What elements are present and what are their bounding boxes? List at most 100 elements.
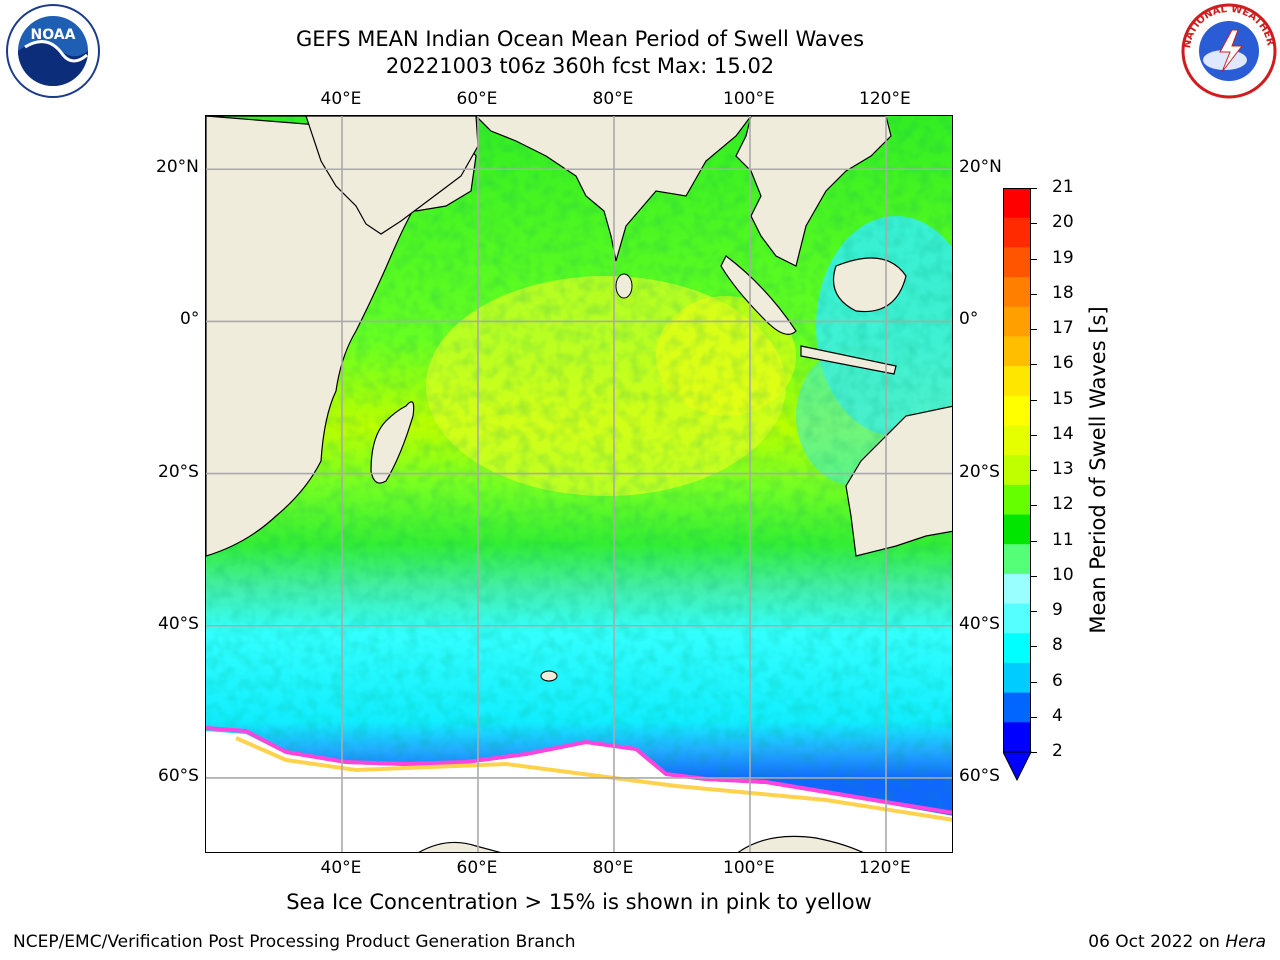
- noaa-logo-text: NOAA: [31, 27, 76, 43]
- sea-ice-pink-band: [206, 726, 952, 815]
- lat-tick-label-right: 40°S: [959, 613, 1000, 634]
- lon-tick-label-top: 100°E: [723, 89, 775, 109]
- colorbar-swatch: [1003, 455, 1031, 486]
- colorbar-tick-label: 15: [1052, 388, 1074, 409]
- map-panel: [205, 115, 953, 853]
- colorbar-tick-mark: [1031, 470, 1037, 471]
- sea-ice-caption: Sea Ice Concentration > 15% is shown in …: [286, 890, 872, 914]
- colorbar-swatch: [1003, 336, 1031, 367]
- colorbar-swatch: [1003, 366, 1031, 397]
- colorbar-tick-label: 12: [1052, 494, 1074, 515]
- colorbar-swatch: [1003, 247, 1031, 278]
- lat-tick-label-right: 0°: [959, 309, 979, 330]
- colorbar-swatch: [1003, 395, 1031, 426]
- colorbar-tick-label: 11: [1052, 529, 1074, 550]
- colorbar-tick-label: 8: [1052, 635, 1063, 656]
- lat-tick-label-right: 60°S: [959, 765, 1000, 786]
- colorbar-swatch: [1003, 306, 1031, 337]
- colorbar-tick-label: 4: [1052, 705, 1063, 726]
- lon-tick-label-bottom: 120°E: [859, 858, 911, 878]
- colorbar-swatch: [1003, 633, 1031, 664]
- lat-tick-label-left: 40°S: [158, 613, 199, 634]
- lon-tick-label-top: 60°E: [456, 89, 498, 109]
- antarctica-land: [418, 835, 864, 852]
- lat-tick-label-right: 20°N: [959, 157, 1002, 178]
- colorbar-extend-arrow: [1002, 751, 1032, 782]
- colorbar-swatch: [1003, 425, 1031, 456]
- noaa-logo: NOAA: [3, 3, 103, 103]
- colorbar-tick-label: 9: [1052, 600, 1063, 620]
- australia-land: [845, 405, 952, 557]
- colorbar-tick-label: 2: [1052, 741, 1063, 761]
- footer-host: Hera: [1225, 932, 1266, 952]
- colorbar-tick-mark: [1031, 611, 1037, 612]
- colorbar-tick-mark: [1031, 434, 1037, 436]
- colorbar-tick-label: 14: [1052, 423, 1074, 444]
- ice-edge-region: [206, 731, 952, 852]
- chart-title: GEFS MEAN Indian Ocean Mean Period of Sw…: [295, 27, 865, 51]
- colorbar-tick-label: 13: [1052, 459, 1074, 479]
- borneo-land: [832, 257, 907, 313]
- colorbar-tick-label: 10: [1052, 564, 1074, 585]
- colorbar-tick-mark: [1031, 399, 1037, 401]
- colorbar-tick-mark: [1031, 540, 1037, 542]
- chart-subtitle: 20221003 t06z 360h fcst Max: 15.02: [385, 54, 775, 78]
- colorbar-tick-mark: [1031, 223, 1037, 225]
- colorbar-tick-label: 21: [1052, 177, 1074, 197]
- graticule: [206, 116, 952, 852]
- colorbar-tick-label: 18: [1052, 282, 1074, 303]
- lon-tick-label-bottom: 40°E: [320, 858, 362, 878]
- colorbar-tick-mark: [1031, 681, 1037, 683]
- colorbar-swatch: [1003, 188, 1031, 219]
- nws-logo: NATIONAL WEATHER SERVICE: [1176, 0, 1278, 104]
- colorbar-tick-label: 17: [1052, 318, 1074, 338]
- java-land: [800, 345, 897, 375]
- colorbar-swatch: [1003, 573, 1031, 605]
- southeast-asia-land: [735, 116, 892, 267]
- footer-date-text: 06 Oct 2022 on: [1088, 932, 1220, 952]
- swell-period-map: [206, 116, 952, 852]
- lon-tick-label-bottom: 100°E: [723, 858, 775, 878]
- lat-tick-label-left: 20°N: [156, 157, 199, 178]
- lon-tick-label-top: 120°E: [859, 89, 911, 109]
- colorbar-tick-mark: [1031, 329, 1037, 330]
- colorbar-swatches: [1002, 188, 1032, 782]
- colorbar-swatch: [1003, 277, 1031, 308]
- colorbar-swatch: [1003, 544, 1031, 575]
- sea-ice-yellow-band: [235, 736, 952, 822]
- colorbar-tick-label: 20: [1052, 212, 1074, 233]
- lat-tick-label-left: 20°S: [158, 461, 199, 482]
- colorbar-tick-mark: [1031, 752, 1037, 753]
- colorbar-swatch: [1003, 662, 1031, 694]
- colorbar-tick-label: 6: [1052, 670, 1063, 691]
- footer-credit: NCEP/EMC/Verification Post Processing Pr…: [13, 932, 576, 952]
- colorbar-swatch: [1003, 603, 1031, 634]
- kerguelen-land: [540, 670, 558, 682]
- lon-tick-label-bottom: 60°E: [456, 858, 498, 878]
- madagascar-land: [370, 401, 415, 484]
- colorbar-tick-mark: [1031, 293, 1037, 295]
- colorbar-tick-mark: [1031, 716, 1037, 718]
- colorbar-swatch: [1003, 484, 1031, 516]
- sumatra-land: [720, 255, 797, 335]
- colorbar-swatch: [1003, 722, 1031, 753]
- colorbar-tick-mark: [1031, 364, 1037, 366]
- colorbar-swatch: [1003, 514, 1031, 545]
- sri-lanka-land: [615, 273, 633, 299]
- footer-date: 06 Oct 2022 on Hera: [1088, 932, 1266, 952]
- colorbar-tick-mark: [1031, 258, 1037, 260]
- lat-tick-label-left: 0°: [180, 309, 200, 330]
- lon-tick-label-top: 80°E: [592, 89, 634, 109]
- colorbar-swatch: [1003, 217, 1031, 248]
- colorbar-tick-mark: [1031, 505, 1037, 507]
- colorbar-tick-mark: [1031, 575, 1037, 577]
- colorbar: [1002, 188, 1047, 792]
- lat-tick-label-left: 60°S: [158, 765, 199, 786]
- lon-tick-label-bottom: 80°E: [592, 858, 634, 878]
- colorbar-label: Mean Period of Swell Waves [s]: [1086, 306, 1110, 634]
- colorbar-tick-mark: [1031, 188, 1037, 189]
- lat-tick-label-right: 20°S: [959, 461, 1000, 482]
- colorbar-tick-label: 19: [1052, 247, 1074, 268]
- colorbar-swatch: [1003, 692, 1031, 723]
- lon-tick-label-top: 40°E: [320, 89, 362, 109]
